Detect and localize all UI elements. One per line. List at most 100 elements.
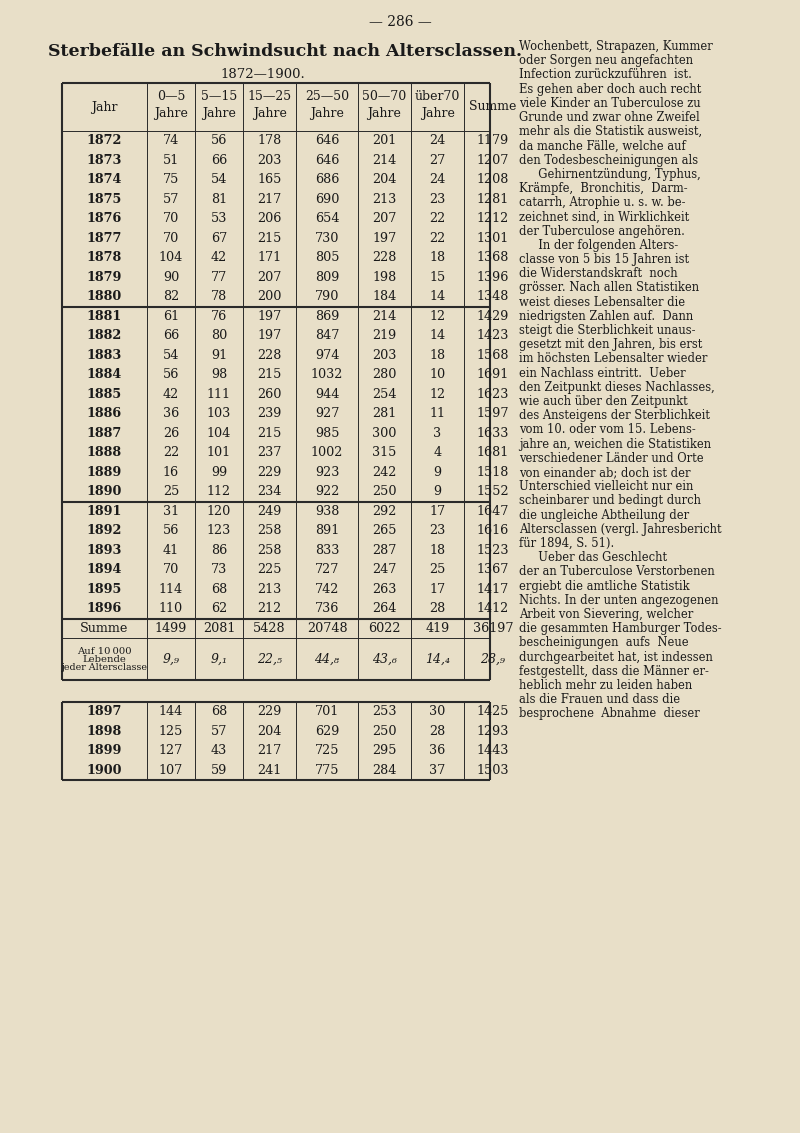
Text: 26: 26: [163, 427, 179, 440]
Text: 25—50: 25—50: [305, 91, 349, 103]
Text: 112: 112: [207, 485, 231, 499]
Text: 742: 742: [315, 582, 339, 596]
Text: 292: 292: [372, 504, 397, 518]
Text: vom 10. oder vom 15. Lebens-: vom 10. oder vom 15. Lebens-: [519, 424, 696, 436]
Text: 228: 228: [258, 349, 282, 361]
Text: 1883: 1883: [87, 349, 122, 361]
Text: 25: 25: [430, 563, 446, 577]
Text: 646: 646: [315, 134, 339, 147]
Text: 1691: 1691: [477, 368, 509, 381]
Text: heblich mehr zu leiden haben: heblich mehr zu leiden haben: [519, 679, 692, 692]
Text: ergiebt die amtliche Statistik: ergiebt die amtliche Statistik: [519, 580, 690, 593]
Text: 43: 43: [211, 744, 227, 757]
Text: 42: 42: [163, 387, 179, 401]
Text: 1499: 1499: [155, 622, 187, 634]
Text: 36197: 36197: [473, 622, 514, 634]
Text: 1887: 1887: [87, 427, 122, 440]
Text: 300: 300: [372, 427, 397, 440]
Text: ein Nachlass eintritt.  Ueber: ein Nachlass eintritt. Ueber: [519, 367, 686, 380]
Text: 22: 22: [430, 232, 446, 245]
Text: 24: 24: [430, 134, 446, 147]
Text: festgestellt, dass die Männer er-: festgestellt, dass die Männer er-: [519, 665, 709, 678]
Text: 1873: 1873: [87, 154, 122, 167]
Text: 70: 70: [163, 232, 179, 245]
Text: 201: 201: [372, 134, 397, 147]
Text: Jahre: Jahre: [367, 107, 402, 119]
Text: 165: 165: [258, 173, 282, 186]
Text: 1417: 1417: [477, 582, 509, 596]
Text: die gesammten Hamburger Todes-: die gesammten Hamburger Todes-: [519, 622, 722, 636]
Text: 1895: 1895: [87, 582, 122, 596]
Text: 214: 214: [372, 309, 397, 323]
Text: 213: 213: [258, 582, 282, 596]
Text: viele Kinder an Tuberculose zu: viele Kinder an Tuberculose zu: [519, 96, 701, 110]
Text: 1281: 1281: [477, 193, 509, 206]
Text: 66: 66: [163, 330, 179, 342]
Text: 228: 228: [372, 252, 397, 264]
Text: 1892: 1892: [87, 525, 122, 537]
Text: 56: 56: [211, 134, 227, 147]
Text: 56: 56: [163, 525, 179, 537]
Text: da manche Fälle, welche auf: da manche Fälle, welche auf: [519, 139, 686, 153]
Text: catarrh, Atrophie u. s. w. be-: catarrh, Atrophie u. s. w. be-: [519, 196, 686, 210]
Text: 1877: 1877: [87, 232, 122, 245]
Text: 938: 938: [315, 504, 339, 518]
Text: 234: 234: [258, 485, 282, 499]
Text: 847: 847: [315, 330, 339, 342]
Text: 1597: 1597: [477, 407, 510, 420]
Text: 1875: 1875: [87, 193, 122, 206]
Text: 107: 107: [159, 764, 183, 777]
Text: 50—70: 50—70: [362, 91, 406, 103]
Text: 985: 985: [314, 427, 339, 440]
Text: 11: 11: [430, 407, 446, 420]
Text: 120: 120: [207, 504, 231, 518]
Text: 6022: 6022: [368, 622, 401, 634]
Text: Krämpfe,  Bronchitis,  Darm-: Krämpfe, Bronchitis, Darm-: [519, 182, 688, 195]
Text: 686: 686: [315, 173, 339, 186]
Text: 775: 775: [314, 764, 339, 777]
Text: 1348: 1348: [477, 290, 509, 304]
Text: 86: 86: [211, 544, 227, 556]
Text: 287: 287: [372, 544, 397, 556]
Text: die Widerstandskraft  noch: die Widerstandskraft noch: [519, 267, 678, 280]
Text: Ueber das Geschlecht: Ueber das Geschlecht: [531, 551, 667, 564]
Text: 1616: 1616: [477, 525, 509, 537]
Text: 629: 629: [315, 725, 339, 738]
Text: 654: 654: [314, 212, 339, 225]
Text: Grunde und zwar ohne Zweifel: Grunde und zwar ohne Zweifel: [519, 111, 700, 123]
Text: 264: 264: [372, 603, 397, 615]
Text: 690: 690: [315, 193, 339, 206]
Text: 204: 204: [258, 725, 282, 738]
Text: 197: 197: [372, 232, 397, 245]
Text: Gehirnentzündung, Typhus,: Gehirnentzündung, Typhus,: [531, 168, 701, 181]
Text: 2081: 2081: [203, 622, 235, 634]
Text: 239: 239: [258, 407, 282, 420]
Text: 28: 28: [430, 603, 446, 615]
Text: 9: 9: [434, 485, 442, 499]
Text: 833: 833: [315, 544, 339, 556]
Text: 20748: 20748: [306, 622, 347, 634]
Text: 1412: 1412: [477, 603, 509, 615]
Text: 1878: 1878: [87, 252, 122, 264]
Text: 54: 54: [163, 349, 179, 361]
Text: 31: 31: [163, 504, 179, 518]
Text: 646: 646: [315, 154, 339, 167]
Text: 68: 68: [211, 582, 227, 596]
Text: 12: 12: [430, 309, 446, 323]
Text: Summe: Summe: [80, 622, 129, 634]
Text: 1647: 1647: [477, 504, 509, 518]
Text: 28,₉: 28,₉: [481, 653, 506, 665]
Text: über70: über70: [415, 91, 460, 103]
Text: 18: 18: [430, 544, 446, 556]
Text: 42: 42: [211, 252, 227, 264]
Text: 68: 68: [211, 705, 227, 718]
Text: 258: 258: [258, 525, 282, 537]
Text: Es gehen aber doch auch recht: Es gehen aber doch auch recht: [519, 83, 702, 95]
Text: 1893: 1893: [87, 544, 122, 556]
Text: 1890: 1890: [87, 485, 122, 499]
Text: Infection zurückzuführen  ist.: Infection zurückzuführen ist.: [519, 68, 692, 82]
Text: 1898: 1898: [87, 725, 122, 738]
Text: 265: 265: [372, 525, 397, 537]
Text: 1367: 1367: [477, 563, 509, 577]
Text: scheinbarer und bedingt durch: scheinbarer und bedingt durch: [519, 494, 701, 508]
